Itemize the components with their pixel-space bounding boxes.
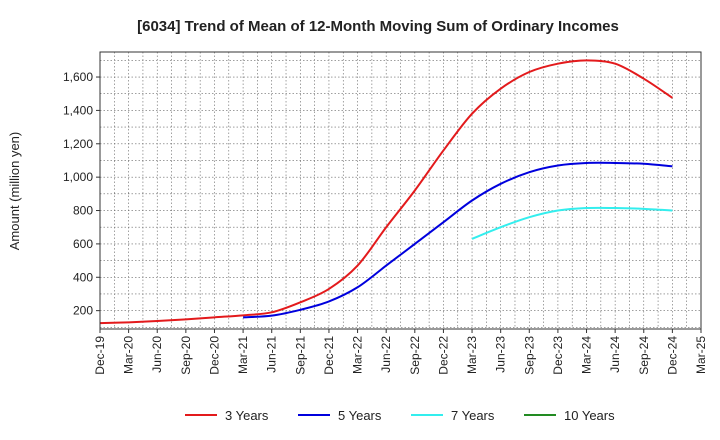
x-tick-label: Mar-24 [580,336,594,374]
x-tick-label: Sep-23 [522,336,536,375]
x-tick-label: Dec-24 [665,336,679,375]
x-tick-label: Mar-25 [694,336,708,374]
y-tick-label: 1,000 [63,170,93,184]
series-line-3-years [99,59,673,325]
x-tick-label: Dec-20 [207,336,221,375]
x-axis-ticks: Dec-19 Mar-20 Jun-20 Sep-20 Dec-20 Mar-21 Jun-… [93,329,708,375]
chart-title: [6034] Trend of Mean of 12-Month Moving … [137,18,619,35]
series-lines [99,59,673,325]
legend-label-5-years: 5 Years [338,408,382,423]
plot-frame [99,51,702,330]
y-tick-label: 1,600 [63,70,93,84]
y-tick-label: 1,200 [63,137,93,151]
x-tick-label: Jun-21 [265,336,279,373]
y-tick-label: 200 [73,304,93,318]
series-line-7-years [471,206,673,240]
legend-label-10-years: 10 Years [564,408,615,423]
x-tick-label: Dec-22 [436,336,450,375]
legend-label-7-years: 7 Years [451,408,495,423]
x-tick-label: Dec-19 [93,336,107,375]
y-tick-label: 400 [73,270,93,284]
x-tick-label: Mar-22 [351,336,365,374]
y-axis-label: Amount (million yen) [7,132,22,251]
y-axis-ticks: 200 400 600 800 1,000 1,200 1,400 1,600 [63,70,100,318]
x-tick-label: Jun-24 [608,336,622,373]
x-tick-label: Sep-22 [408,336,422,375]
y-tick-label: 800 [73,204,93,218]
x-tick-label: Jun-22 [379,336,393,373]
x-tick-label: Dec-23 [551,336,565,375]
x-tick-label: Sep-21 [293,336,307,375]
x-tick-label: Jun-20 [150,336,164,373]
x-tick-label: Mar-23 [465,336,479,374]
y-tick-label: 1,400 [63,103,93,117]
x-tick-label: Sep-20 [179,336,193,375]
x-tick-label: Mar-21 [236,336,250,374]
x-tick-label: Mar-20 [122,336,136,374]
grid-lines [100,52,701,329]
legend: 3 Years 5 Years 7 Years 10 Years [185,408,615,423]
x-tick-label: Dec-21 [322,336,336,375]
legend-label-3-years: 3 Years [225,408,269,423]
series-line-5-years [243,161,673,319]
x-tick-label: Jun-23 [494,336,508,373]
x-tick-label: Sep-24 [637,336,651,375]
y-tick-label: 600 [73,237,93,251]
